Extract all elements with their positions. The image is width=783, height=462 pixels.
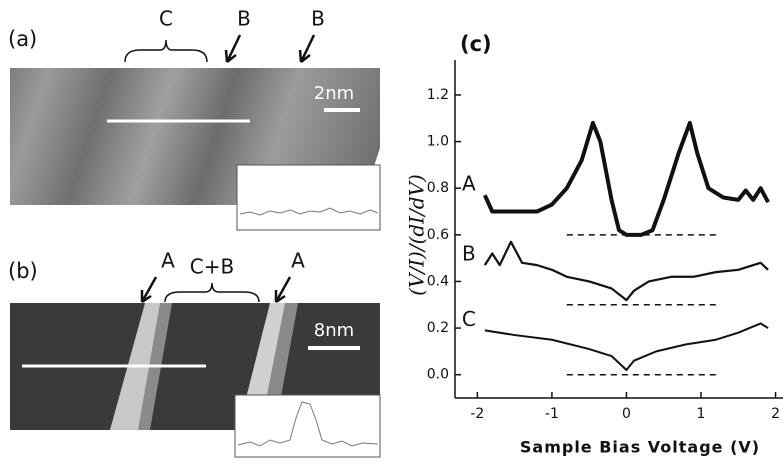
- brace: [124, 39, 208, 63]
- y-tick-label: 0.0: [427, 367, 449, 383]
- profile: [239, 207, 379, 216]
- x-tick-label: 0: [622, 406, 631, 422]
- arrow: [274, 276, 292, 304]
- series-line: [482, 120, 770, 237]
- panel-label: (b): [8, 259, 38, 283]
- region-mark: B: [237, 7, 251, 31]
- y-tick-label: 1.2: [427, 87, 449, 103]
- x-tick-label: 1: [697, 406, 706, 422]
- series-line: [484, 322, 769, 372]
- y-tick-label: 1.0: [427, 134, 449, 150]
- region-mark: C: [159, 7, 173, 31]
- arrow: [140, 276, 158, 304]
- series-line: [483, 240, 769, 302]
- y-tick-label: 0.4: [427, 273, 449, 289]
- region-mark: A: [161, 249, 175, 273]
- scale-label: 2nm: [314, 83, 354, 104]
- x-tick-label: -2: [470, 406, 484, 422]
- series-label: B: [462, 242, 476, 266]
- series-label: A: [462, 172, 476, 196]
- y-axis-label: (V/I)/(dI/dV): [405, 174, 429, 296]
- region-mark: A: [291, 249, 305, 273]
- inset: [234, 394, 381, 458]
- brace: [164, 282, 260, 303]
- scale-label: 8nm: [314, 320, 354, 341]
- region-mark: C+B: [190, 255, 234, 279]
- arrow: [224, 34, 242, 63]
- chart: 0.0 0.2 0.4 0.6 0.8 1.0 1.2 -2 -1 0 1 2 A B C: [427, 60, 783, 422]
- series-label: C: [462, 307, 476, 331]
- panel-label: (c): [460, 32, 492, 56]
- x-axis-label: Sample Bias Voltage (V): [520, 438, 760, 457]
- region-mark: B: [311, 7, 325, 31]
- profile: [237, 401, 379, 447]
- arrow: [298, 34, 316, 63]
- x-tick-label: 2: [771, 406, 780, 422]
- x-tick-label: -1: [545, 406, 559, 422]
- y-tick-label: 0.6: [427, 227, 449, 243]
- y-tick-label: 0.8: [427, 180, 449, 196]
- panel-label: (a): [8, 27, 37, 51]
- y-tick-label: 0.2: [427, 320, 449, 336]
- inset: [236, 164, 381, 231]
